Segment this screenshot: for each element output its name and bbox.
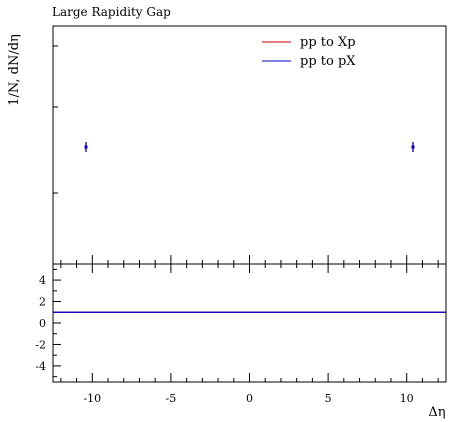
legend-label-pp-to-xp: pp to Xp [300,35,356,50]
y-axis-label: 1/N, dN/dη [7,34,22,106]
data-points [84,142,415,152]
chart-title: Large Rapidity Gap [52,5,171,19]
main-plot-frame [52,25,447,265]
ratio-plot-frame [52,263,447,383]
ratio-y-tick-label: 4 [39,274,46,287]
legend-label-pp-to-px: pp to pX [300,54,356,69]
data-point [84,145,88,149]
x-tick-label: 10 [400,392,414,405]
x-tick-label: -5 [166,392,177,405]
ratio-y-ticks: 4 2 0 -2 -4 [35,268,61,378]
main-y-ticks [53,45,58,194]
x-ticks: -10 -5 0 5 10 [60,255,439,405]
x-axis-label: Δη [428,405,445,420]
x-tick-label: 5 [325,392,332,405]
ratio-y-tick-label: -2 [35,338,46,351]
ratio-y-tick-label: -4 [35,360,46,373]
legend: pp to Xp pp to pX [262,35,356,69]
ratio-y-tick-label: 2 [39,296,46,309]
ratio-y-tick-label: 0 [39,317,46,330]
x-tick-label: 0 [246,392,253,405]
data-point [411,145,415,149]
x-tick-label: -10 [83,392,101,405]
